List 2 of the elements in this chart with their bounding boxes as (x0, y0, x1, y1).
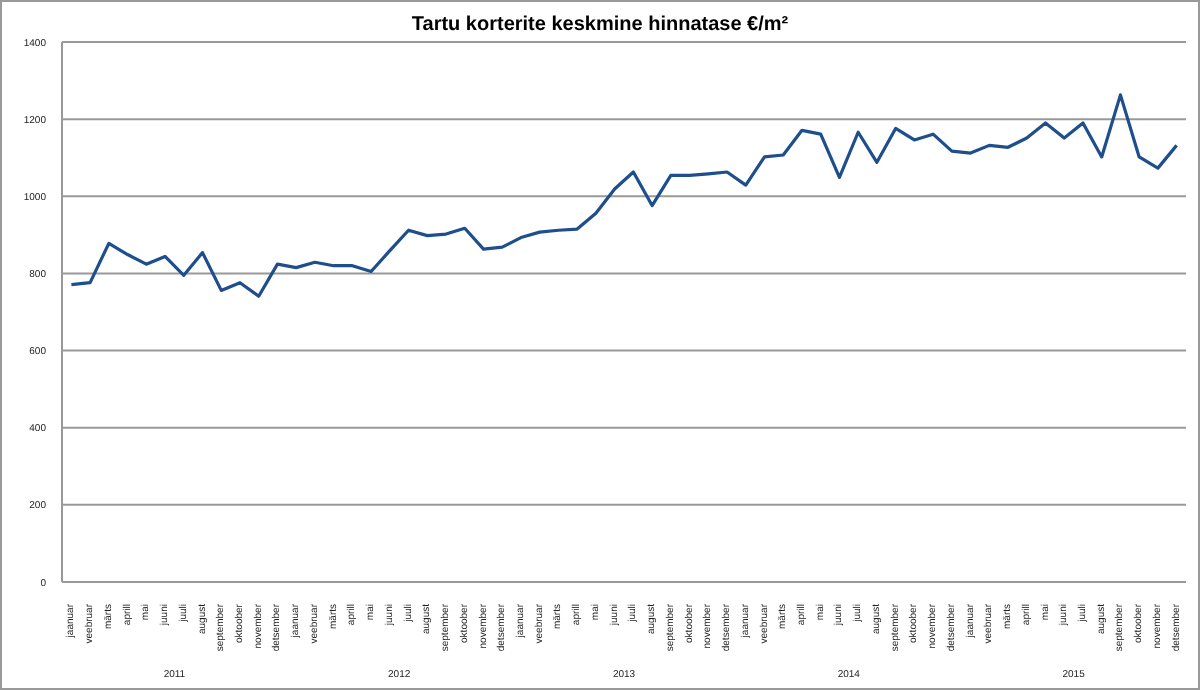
chart-title: Tartu korterite keskmine hinnatase €/m² (411, 14, 790, 36)
line-series (69, 93, 1179, 298)
